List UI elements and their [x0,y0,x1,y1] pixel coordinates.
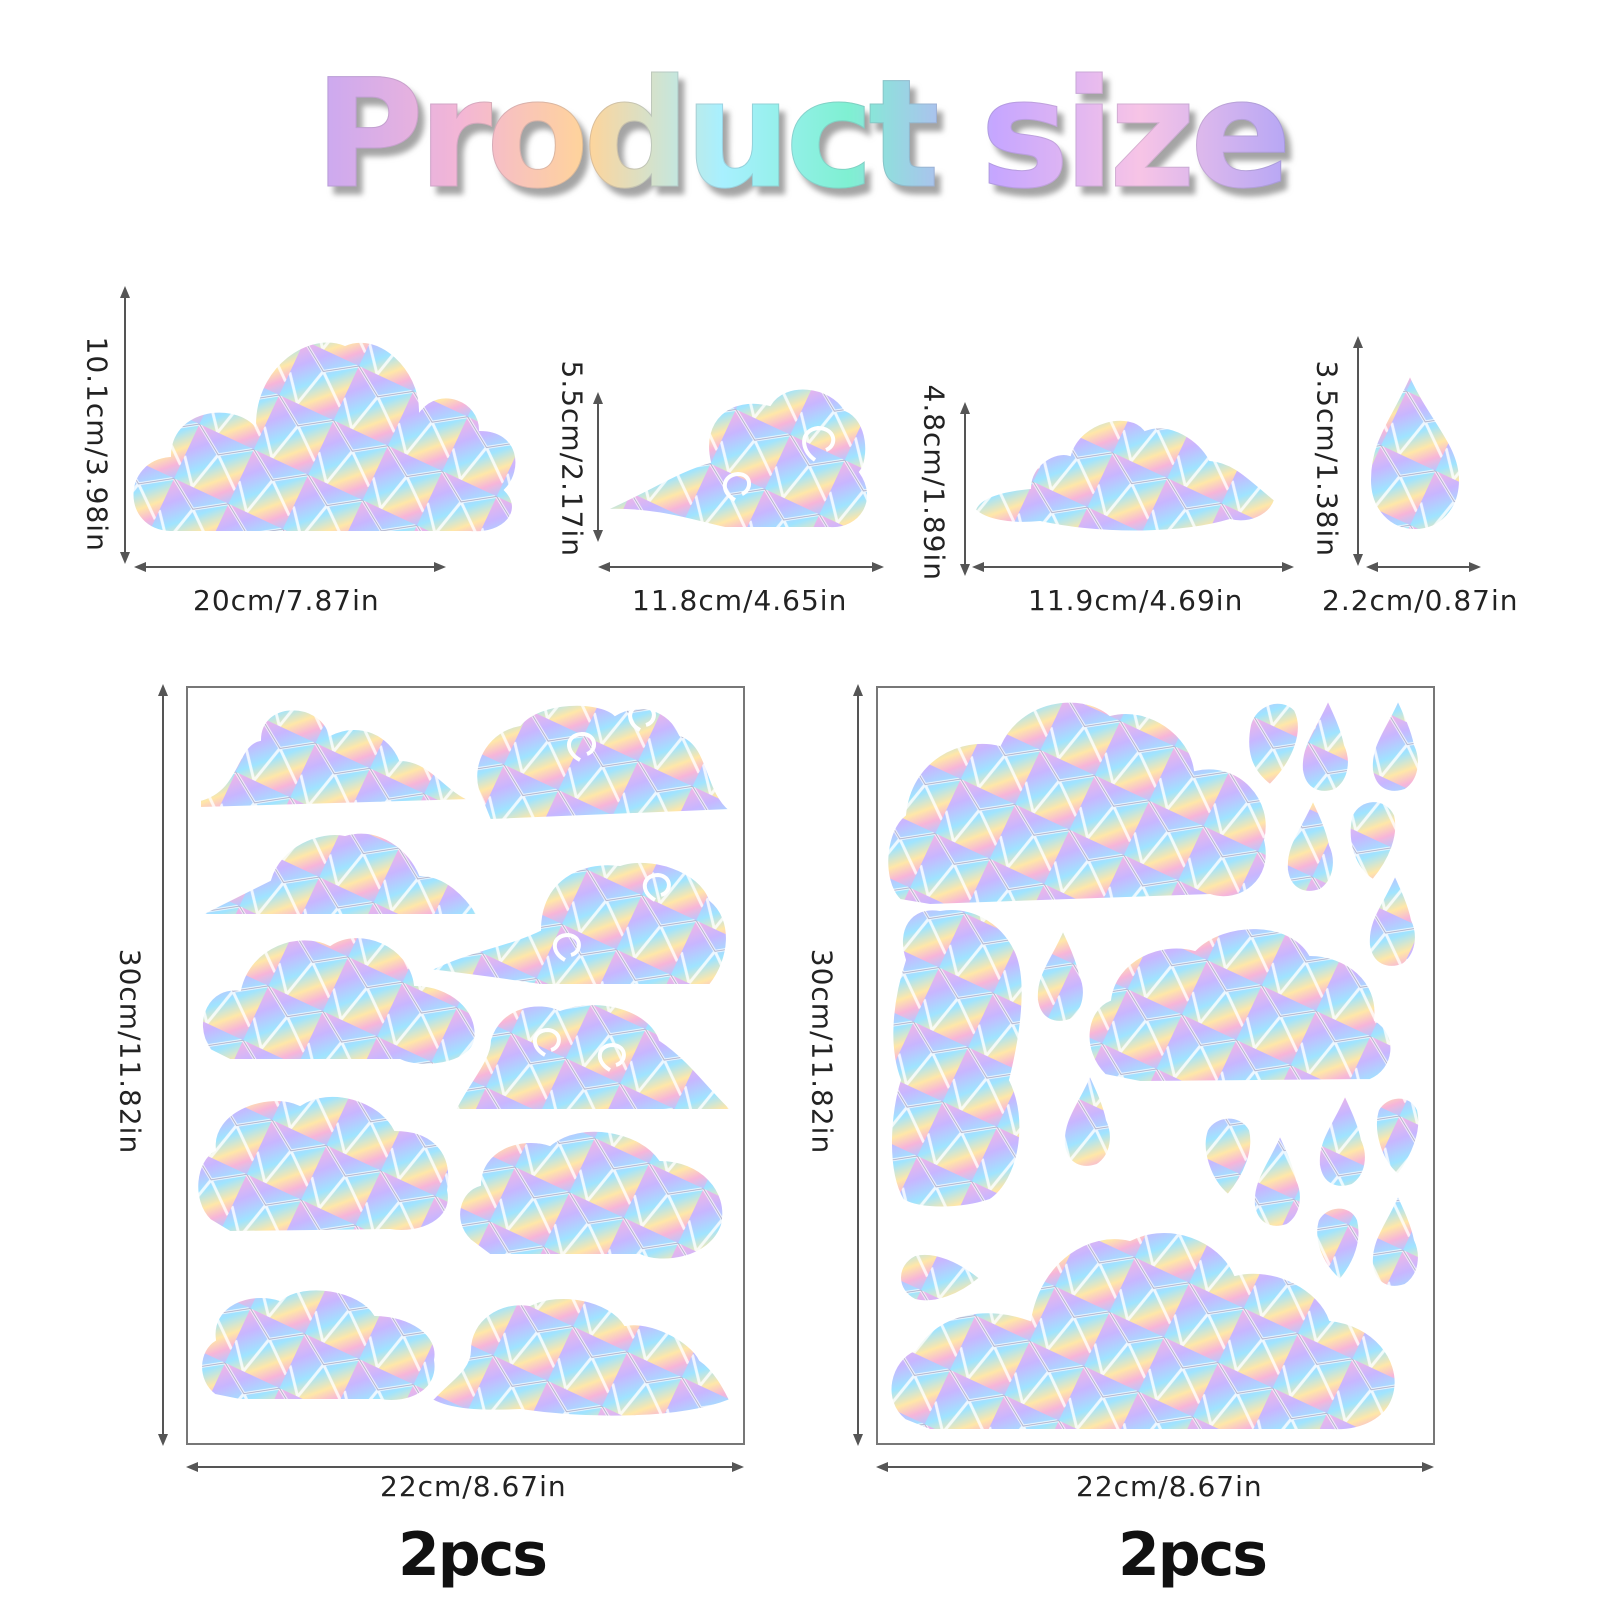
sheet-right-raindrop-stickers [899,697,1421,1303]
flat-cloud-sticker [973,418,1277,533]
width-label-sheet-right: 22cm/8.67in [1076,1470,1263,1503]
swirl-cloud-sticker [604,387,870,530]
height-label-raindrop: 3.5cm/1.38in [1310,360,1344,558]
width-label-large-cloud: 20cm/7.87in [193,584,380,617]
sheet-right-cloud-stickers [886,700,1397,1432]
height-label-large-cloud: 10.1cm/3.98in [80,336,114,552]
quantity-label-right: 2pcs [1118,1520,1268,1590]
large-cloud-sticker [131,340,518,534]
width-label-sheet-left: 22cm/8.67in [380,1470,567,1503]
width-label-raindrop: 2.2cm/0.87in [1322,584,1519,617]
raindrop-sticker [1368,372,1462,532]
sheet-left-cloud-stickers [196,703,735,1418]
width-label-swirl-cloud: 11.8cm/4.65in [632,584,848,617]
height-label-sheet-right: 30cm/11.82in [805,948,839,1155]
height-label-sheet-left: 30cm/11.82in [113,948,147,1155]
width-label-flat-cloud: 11.9cm/4.69in [1028,584,1244,617]
quantity-label-left: 2pcs [398,1520,548,1590]
height-label-flat-cloud: 4.8cm/1.89in [917,384,951,582]
sheet-left-swirl-icons [532,702,671,1072]
height-label-swirl-cloud: 5.5cm/2.17in [555,360,589,558]
page-title: Product size [314,48,1293,222]
